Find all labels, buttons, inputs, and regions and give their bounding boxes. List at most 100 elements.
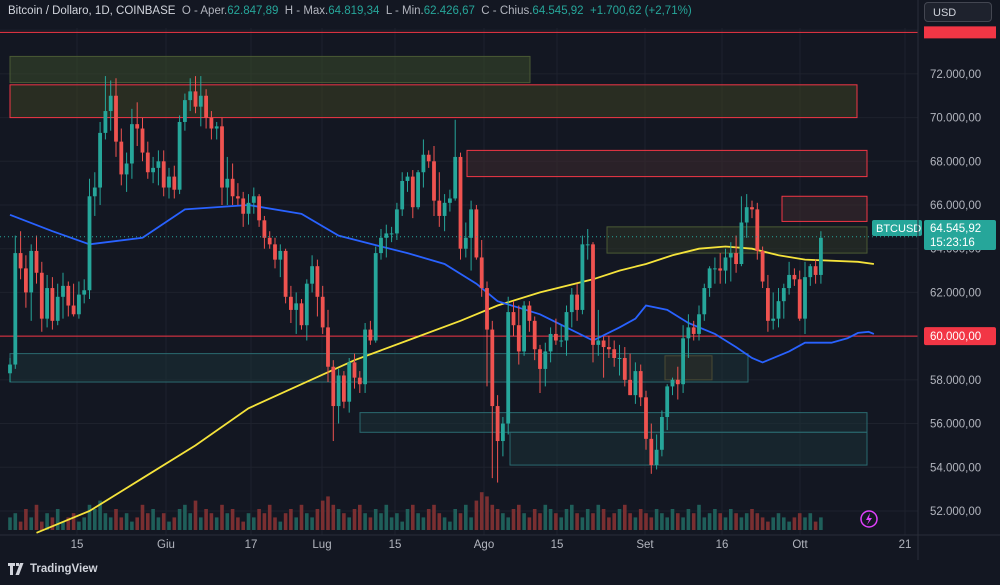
- high-value: 64.819,34: [328, 5, 380, 17]
- tradingview-icon: [8, 563, 24, 575]
- volume-bar: [257, 509, 261, 530]
- volume-bar: [82, 517, 86, 530]
- candle-body: [29, 250, 34, 293]
- time-tick: 15: [551, 539, 564, 551]
- candle-body: [209, 117, 214, 129]
- volume-bar: [98, 500, 102, 530]
- volume-bar: [813, 521, 818, 530]
- candle-body: [193, 91, 198, 107]
- zone-box: [781, 195, 868, 222]
- time-tick: 17: [245, 539, 258, 551]
- candle-body: [548, 333, 553, 352]
- candle-body: [527, 305, 532, 321]
- candle-body: [230, 178, 235, 197]
- candle-body: [294, 303, 299, 310]
- volume-bar: [77, 521, 81, 530]
- candle-body: [426, 154, 431, 162]
- volume-bar: [718, 513, 722, 530]
- volume-bar: [596, 504, 601, 530]
- volume-bar: [193, 500, 198, 530]
- volume-bar: [458, 513, 463, 530]
- volume-bar: [421, 517, 426, 530]
- candle-body: [289, 296, 293, 310]
- volume-bar: [241, 521, 245, 530]
- candle-body: [771, 318, 776, 321]
- volume-bar: [310, 517, 314, 530]
- volume-bar: [644, 513, 648, 530]
- volume-bar: [501, 513, 505, 530]
- candle-body: [813, 266, 818, 275]
- candle-body: [108, 95, 113, 112]
- candle-body: [82, 290, 87, 295]
- volume-bar: [373, 509, 378, 530]
- candle-body: [18, 253, 23, 269]
- candle-body: [728, 253, 733, 258]
- candle-body: [331, 366, 336, 407]
- tradingview-logo[interactable]: TradingView: [8, 563, 98, 575]
- candle-body: [675, 379, 680, 385]
- time-tick: 21: [899, 539, 912, 551]
- candle-body: [66, 285, 71, 306]
- volume-bar: [368, 517, 373, 530]
- volume-bar: [124, 513, 129, 530]
- candle-body: [61, 285, 65, 297]
- candle-body: [596, 340, 601, 345]
- candle-body: [384, 233, 389, 238]
- volume-bar: [50, 517, 55, 530]
- volume-bar: [214, 517, 219, 530]
- candle-body: [8, 364, 12, 374]
- open-value: 62.847,89: [227, 5, 279, 17]
- volume-bar: [585, 509, 590, 530]
- candle-body: [267, 237, 272, 245]
- volume-bar: [326, 496, 330, 530]
- sma-slow-line: [36, 245, 875, 534]
- candle-body: [469, 209, 473, 238]
- volume-bar: [538, 513, 542, 530]
- volume-bar: [183, 504, 187, 530]
- candle-body: [124, 163, 129, 175]
- candle-body: [172, 176, 177, 190]
- candle-body: [50, 288, 55, 321]
- countdown: 15:23:16: [930, 237, 975, 249]
- volume-bar: [744, 513, 749, 530]
- candle-body: [702, 288, 707, 315]
- volume-bar: [453, 509, 457, 530]
- volume-bar: [697, 504, 701, 530]
- candle-body: [585, 244, 590, 246]
- volume-bar: [755, 513, 760, 530]
- currency-button[interactable]: USD: [924, 2, 992, 22]
- change-value: +1.700,62 (+2,71%): [589, 5, 692, 17]
- candle-body: [776, 301, 781, 319]
- candle-body: [45, 288, 49, 319]
- candle-body: [98, 132, 102, 188]
- candle-body: [707, 268, 712, 289]
- low-label: L - Min.: [385, 5, 424, 17]
- volume-bar: [246, 513, 251, 530]
- candle-body: [644, 397, 648, 439]
- volume-bar: [336, 509, 341, 530]
- volume-bar: [607, 517, 611, 530]
- volume-bar: [13, 513, 18, 530]
- candle-body: [479, 257, 484, 289]
- volume-bar: [156, 517, 161, 530]
- zone-box: [606, 226, 868, 254]
- candle-body: [819, 237, 823, 275]
- volume-bar: [119, 517, 124, 530]
- volume-bar: [209, 513, 214, 530]
- candle-body: [130, 124, 134, 164]
- volume-bar: [395, 513, 399, 530]
- candle-body: [506, 312, 511, 424]
- candle-body: [315, 266, 320, 297]
- volume-bar: [442, 517, 447, 530]
- candle-body: [257, 196, 261, 221]
- candle-body: [395, 209, 399, 234]
- volume-bar: [750, 509, 754, 530]
- volume-bar: [665, 517, 669, 530]
- candle-body: [755, 209, 760, 251]
- candle-body: [135, 124, 140, 129]
- volume-bar: [29, 517, 33, 530]
- candle-body: [92, 187, 97, 197]
- volume-bar: [485, 496, 489, 530]
- candle-body: [352, 362, 357, 378]
